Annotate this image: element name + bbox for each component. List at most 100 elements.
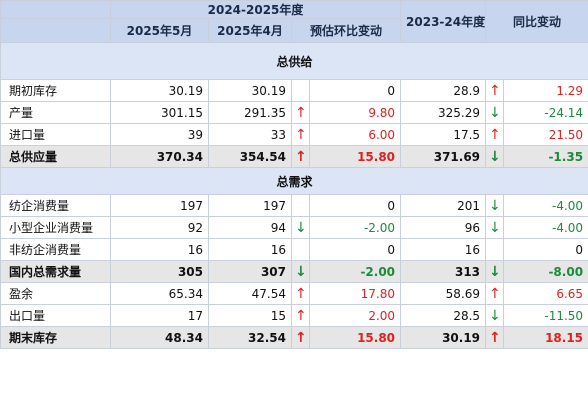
value-may-2025: 48.34: [110, 326, 209, 349]
header-corner-2: [0, 18, 111, 43]
header-mom-change: 预估环比变动: [290, 18, 402, 43]
value-2023-24: 325.29: [400, 101, 487, 124]
row-label: 国内总需求量: [0, 260, 111, 283]
value-mom-change: -2.00: [308, 260, 402, 283]
value-may-2025: 370.34: [110, 145, 209, 168]
header-apr-2025: 2025年4月: [208, 18, 292, 43]
header-2023-24: 2023-24年度: [400, 0, 487, 43]
mom-arrow-icon: ↑: [291, 145, 310, 168]
value-apr-2025: 16: [208, 238, 292, 261]
value-mom-change: 0: [308, 79, 402, 102]
value-mom-change: 0: [308, 238, 402, 261]
row-label: 产量: [0, 101, 111, 124]
value-mom-change: 17.80: [308, 282, 402, 305]
mom-arrow-icon: [291, 238, 310, 261]
table-row: 出口量 17 15 ↑ 2.00 28.5 ↓ -11.50: [0, 304, 588, 327]
mom-arrow-icon: ↑: [291, 326, 310, 349]
row-label: 进口量: [0, 123, 111, 146]
section-total-demand: 总需求: [0, 167, 588, 195]
value-apr-2025: 15: [208, 304, 292, 327]
value-yoy-change: 1.29: [503, 79, 588, 102]
yoy-arrow-icon: ↓: [485, 194, 505, 217]
table-row: 纺企消费量 197 197 0 201 ↓ -4.00: [0, 194, 588, 217]
value-yoy-change: -8.00: [503, 260, 588, 283]
value-mom-change: 15.80: [308, 326, 402, 349]
table-row-total: 期末库存 48.34 32.54 ↑ 15.80 30.19 ↑ 18.15: [0, 326, 588, 349]
table-row: 期初库存 30.19 30.19 0 28.9 ↑ 1.29: [0, 79, 588, 102]
value-apr-2025: 197: [208, 194, 292, 217]
section-total-supply: 总供给: [0, 42, 588, 80]
row-label: 出口量: [0, 304, 111, 327]
value-2023-24: 313: [400, 260, 487, 283]
value-2023-24: 58.69: [400, 282, 487, 305]
mom-arrow-icon: [291, 194, 310, 217]
value-may-2025: 16: [110, 238, 209, 261]
value-apr-2025: 33: [208, 123, 292, 146]
value-may-2025: 305: [110, 260, 209, 283]
row-label: 总供应量: [0, 145, 111, 168]
value-apr-2025: 30.19: [208, 79, 292, 102]
value-apr-2025: 94: [208, 216, 292, 239]
mom-arrow-icon: ↑: [291, 304, 310, 327]
yoy-arrow-icon: ↓: [485, 101, 505, 124]
value-apr-2025: 47.54: [208, 282, 292, 305]
value-2023-24: 201: [400, 194, 487, 217]
row-label: 期初库存: [0, 79, 111, 102]
table-row: 小型企业消费量 92 94 ↓ -2.00 96 ↓ -4.00: [0, 216, 588, 239]
cotton-balance-table: 2024-2025年度 2023-24年度 同比变动 2025年5月 2025年…: [0, 0, 588, 349]
header-may-2025: 2025年5月: [110, 18, 209, 43]
value-mom-change: 15.80: [308, 145, 402, 168]
value-yoy-change: -4.00: [503, 216, 588, 239]
mom-arrow-icon: [291, 79, 310, 102]
value-yoy-change: -4.00: [503, 194, 588, 217]
row-label: 期末库存: [0, 326, 111, 349]
table-row: 进口量 39 33 ↑ 6.00 17.5 ↑ 21.50: [0, 123, 588, 146]
yoy-arrow-icon: ↑: [485, 326, 505, 349]
header-yoy-change: 同比变动: [485, 0, 588, 43]
value-yoy-change: 18.15: [503, 326, 588, 349]
mom-arrow-icon: ↓: [291, 260, 310, 283]
value-yoy-change: 21.50: [503, 123, 588, 146]
yoy-arrow-icon: [485, 238, 505, 261]
table-row: 非纺企消费量 16 16 0 16 0: [0, 238, 588, 261]
value-may-2025: 92: [110, 216, 209, 239]
value-yoy-change: 6.65: [503, 282, 588, 305]
value-may-2025: 39: [110, 123, 209, 146]
mom-arrow-icon: ↑: [291, 123, 310, 146]
table-row-total: 国内总需求量 305 307 ↓ -2.00 313 ↓ -8.00: [0, 260, 588, 283]
value-2023-24: 16: [400, 238, 487, 261]
row-label: 小型企业消费量: [0, 216, 111, 239]
yoy-arrow-icon: ↓: [485, 216, 505, 239]
value-yoy-change: -11.50: [503, 304, 588, 327]
value-apr-2025: 291.35: [208, 101, 292, 124]
mom-arrow-icon: ↓: [291, 216, 310, 239]
row-label: 非纺企消费量: [0, 238, 111, 261]
value-may-2025: 301.15: [110, 101, 209, 124]
row-label: 纺企消费量: [0, 194, 111, 217]
yoy-arrow-icon: ↓: [485, 260, 505, 283]
value-apr-2025: 32.54: [208, 326, 292, 349]
yoy-arrow-icon: ↓: [485, 304, 505, 327]
row-label: 盈余: [0, 282, 111, 305]
value-mom-change: -2.00: [308, 216, 402, 239]
yoy-arrow-icon: ↓: [485, 145, 505, 168]
value-apr-2025: 307: [208, 260, 292, 283]
value-2023-24: 28.5: [400, 304, 487, 327]
table-row: 盈余 65.34 47.54 ↑ 17.80 58.69 ↑ 6.65: [0, 282, 588, 305]
header-corner: [0, 0, 111, 19]
value-yoy-change: -24.14: [503, 101, 588, 124]
value-may-2025: 197: [110, 194, 209, 217]
value-mom-change: 9.80: [308, 101, 402, 124]
yoy-arrow-icon: ↑: [485, 282, 505, 305]
value-mom-change: 6.00: [308, 123, 402, 146]
value-2023-24: 371.69: [400, 145, 487, 168]
value-2023-24: 30.19: [400, 326, 487, 349]
value-2023-24: 17.5: [400, 123, 487, 146]
value-may-2025: 65.34: [110, 282, 209, 305]
value-apr-2025: 354.54: [208, 145, 292, 168]
header-2024-2025: 2024-2025年度: [109, 0, 402, 19]
yoy-arrow-icon: ↑: [485, 123, 505, 146]
value-2023-24: 96: [400, 216, 487, 239]
value-yoy-change: 0: [503, 238, 588, 261]
table-row-total: 总供应量 370.34 354.54 ↑ 15.80 371.69 ↓ -1.35: [0, 145, 588, 168]
